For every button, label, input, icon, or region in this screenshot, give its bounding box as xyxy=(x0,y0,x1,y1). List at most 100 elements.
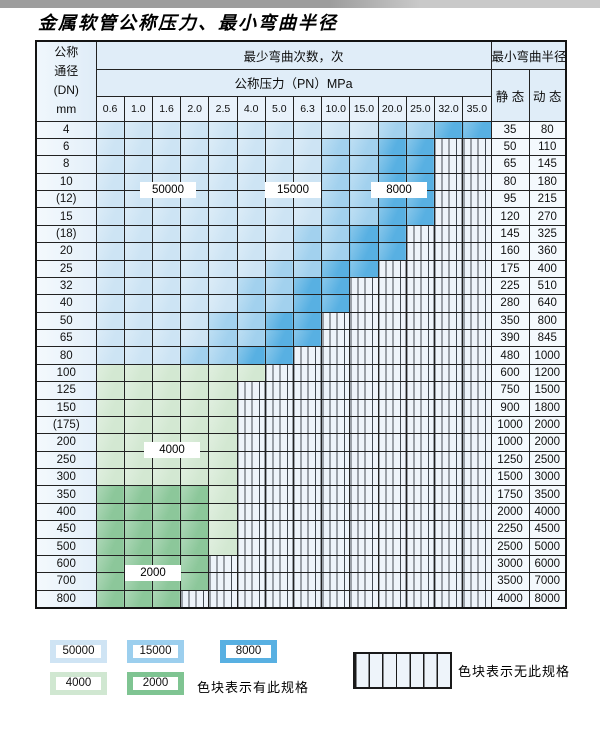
spec-cell xyxy=(236,207,266,226)
no-spec-cell xyxy=(236,520,266,539)
no-spec-cell xyxy=(349,415,379,435)
spec-cell xyxy=(377,242,407,261)
dynamic-radius-cell: 640 xyxy=(528,294,567,313)
spec-cell xyxy=(123,346,153,365)
pressure-header-4.0: 4.0 xyxy=(236,95,266,122)
spec-cell xyxy=(123,415,153,435)
no-spec-cell xyxy=(349,328,379,348)
no-spec-cell xyxy=(462,242,492,261)
no-spec-cell xyxy=(349,381,379,400)
spec-cell xyxy=(321,207,351,226)
spec-cell xyxy=(123,276,153,296)
no-spec-cell xyxy=(264,450,294,470)
dn-cell: 350 xyxy=(35,485,97,504)
no-spec-cell xyxy=(433,207,464,226)
spec-cell xyxy=(123,502,153,522)
no-spec-cell xyxy=(462,485,492,504)
table-row-dn-32: 32 225 510 xyxy=(35,276,567,296)
spec-cell xyxy=(236,328,266,348)
no-spec-cell xyxy=(462,172,492,192)
dynamic-radius-cell: 1500 xyxy=(528,381,567,400)
dynamic-radius-cell: 3500 xyxy=(528,485,567,504)
no-spec-cell xyxy=(405,363,435,383)
dn-cell: (18) xyxy=(35,224,97,244)
spec-cell xyxy=(123,207,153,226)
pressure-header-2.5: 2.5 xyxy=(208,95,238,122)
no-spec-cell xyxy=(264,467,294,487)
spec-cell xyxy=(349,207,379,226)
no-spec-cell xyxy=(462,259,492,278)
header-min-radius: 最小弯曲半径 xyxy=(490,40,567,70)
spec-cell xyxy=(180,381,210,400)
static-radius-cell: 1000 xyxy=(490,433,530,452)
no-spec-cell xyxy=(208,589,238,609)
spec-cell xyxy=(405,155,435,174)
spec-cell xyxy=(208,520,238,539)
no-spec-cell xyxy=(433,485,464,504)
header-dn-line1: 公称 xyxy=(54,45,79,60)
dynamic-radius-cell: 80 xyxy=(528,120,567,139)
pressure-header-5.0: 5.0 xyxy=(264,95,294,122)
spec-cell xyxy=(208,381,238,400)
dynamic-radius-cell: 360 xyxy=(528,242,567,261)
spec-cell xyxy=(321,172,351,192)
spec-cell xyxy=(236,363,266,383)
dn-cell: 15 xyxy=(35,207,97,226)
no-spec-cell xyxy=(405,346,435,365)
no-spec-cell xyxy=(349,537,379,556)
no-spec-cell xyxy=(321,450,351,470)
spec-cell xyxy=(264,346,294,365)
no-spec-cell xyxy=(321,589,351,609)
dn-cell: 600 xyxy=(35,554,97,574)
no-spec-cell xyxy=(236,433,266,452)
dynamic-radius-cell: 800 xyxy=(528,311,567,331)
no-spec-cell xyxy=(462,276,492,296)
no-spec-cell xyxy=(292,537,323,556)
table-row-dn-8: 8 65 145 xyxy=(35,155,567,174)
no-spec-cell xyxy=(405,381,435,400)
spec-cell xyxy=(123,242,153,261)
no-spec-cell xyxy=(377,572,407,591)
dn-cell: 450 xyxy=(35,520,97,539)
no-spec-cell xyxy=(349,554,379,574)
spec-cell xyxy=(123,311,153,331)
dynamic-radius-cell: 1200 xyxy=(528,363,567,383)
spec-cell xyxy=(208,502,238,522)
spec-cell xyxy=(208,294,238,313)
no-spec-cell xyxy=(405,589,435,609)
spec-cell xyxy=(321,120,351,139)
dn-cell: 50 xyxy=(35,311,97,331)
no-spec-cell xyxy=(321,554,351,574)
table-row-dn-600: 600 3000 6000 xyxy=(35,554,567,574)
no-spec-cell xyxy=(433,346,464,365)
no-spec-cell xyxy=(321,433,351,452)
spec-cell xyxy=(321,294,351,313)
no-spec-cell xyxy=(349,467,379,487)
table-row-dn-200: 200 1000 2000 xyxy=(35,433,567,452)
no-spec-cell xyxy=(236,398,266,417)
static-radius-cell: 3500 xyxy=(490,572,530,591)
dn-cell: (175) xyxy=(35,415,97,435)
no-spec-cell xyxy=(405,485,435,504)
no-spec-cell xyxy=(405,467,435,487)
static-radius-cell: 35 xyxy=(490,120,530,139)
spec-cell xyxy=(236,294,266,313)
spec-cell xyxy=(95,259,125,278)
spec-cell xyxy=(95,572,125,591)
spec-cell xyxy=(180,520,210,539)
no-spec-cell xyxy=(321,467,351,487)
spec-cell xyxy=(236,346,266,365)
spec-cell xyxy=(95,554,125,574)
no-spec-cell xyxy=(462,346,492,365)
no-spec-cell xyxy=(236,415,266,435)
no-spec-cell xyxy=(405,224,435,244)
no-spec-cell xyxy=(433,311,464,331)
no-spec-cell xyxy=(292,381,323,400)
no-spec-cell xyxy=(292,485,323,504)
header-bend-cycles: 最少弯曲次数，次 xyxy=(95,40,492,70)
table-row-dn-125: 125 750 1500 xyxy=(35,381,567,400)
no-spec-cell xyxy=(433,189,464,209)
no-spec-cell xyxy=(349,485,379,504)
table-row-dn-25: 25 175 400 xyxy=(35,259,567,278)
spec-cell xyxy=(292,137,323,157)
